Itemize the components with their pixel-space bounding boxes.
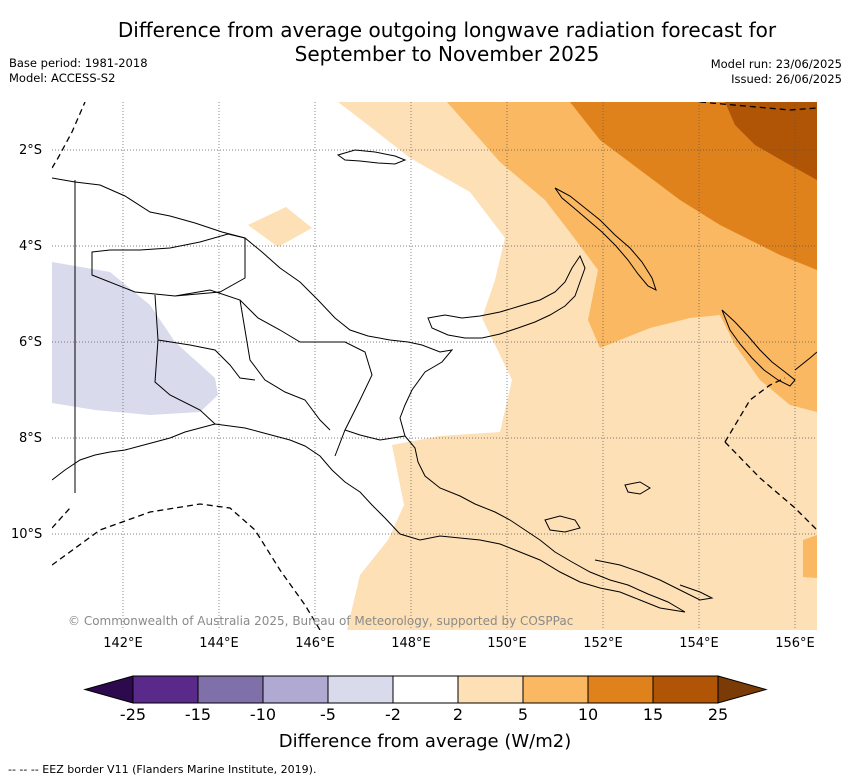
eez-borders [52, 102, 817, 630]
eez-north-east [699, 102, 817, 111]
model-run: Model run: 23/06/2025 [710, 57, 842, 71]
lon-label-154e: 154°E [679, 636, 719, 651]
colorbar-extend-high [717, 675, 768, 704]
map-title: Difference from average outgoing longwav… [0, 18, 850, 66]
colorbar-segment [392, 675, 459, 704]
anomaly-neg5-to-neg2 [52, 262, 218, 415]
eez-east [724, 377, 817, 531]
lat-label-6s: 6°S [19, 335, 43, 350]
colorbar-title: Difference from average (W/m2) [278, 731, 572, 752]
colorbar-label: -10 [249, 705, 277, 724]
colorbar [83, 675, 768, 704]
colorbar-segment [262, 675, 329, 704]
colorbar-label: 5 [517, 705, 529, 724]
colorbar-segment [327, 675, 394, 704]
title-line-1: Difference from average outgoing longwav… [117, 18, 777, 42]
issued-date: Issued: 26/06/2025 [731, 72, 842, 86]
model-info: Base period: 1981-2018 Model: ACCESS-S2 [9, 56, 148, 86]
eez-west-short [52, 507, 71, 529]
run-info: Model run: 23/06/2025 Issued: 26/06/2025 [711, 57, 842, 87]
colorbar-label: -5 [320, 705, 336, 724]
lat-label-8s: 8°S [19, 431, 43, 446]
lat-label-2s: 2°S [19, 143, 43, 158]
lon-label-146e: 146°E [295, 636, 335, 651]
eez-footnote: -- -- -- EEZ border V11 (Flanders Marine… [8, 763, 317, 776]
eez-south-west [52, 503, 321, 630]
provincial-borders [91, 233, 406, 457]
lat-label-4s: 4°S [19, 239, 43, 254]
copyright-notice: © Commonwealth of Australia 2025, Bureau… [68, 614, 574, 628]
colorbar-label: -25 [119, 705, 147, 724]
lon-label-144e: 144°E [199, 636, 239, 651]
colorbar-segment [132, 675, 199, 704]
colorbar-extend-low [83, 675, 134, 704]
colorbar-label: -2 [385, 705, 401, 724]
anomaly-10-to-15-patch [803, 535, 817, 578]
colorbar-segment [587, 675, 654, 704]
coastlines [52, 149, 817, 613]
colorbar-segment [522, 675, 589, 704]
map-area [52, 102, 817, 630]
model-name: Model: ACCESS-S2 [9, 71, 116, 85]
lon-label-148e: 148°E [391, 636, 431, 651]
eez-north-west [52, 102, 86, 169]
gridlines [52, 102, 817, 630]
louisiade-islands-coast [594, 559, 714, 601]
colorbar-label: 10 [577, 705, 599, 724]
title-line-2: September to November 2025 [294, 42, 600, 66]
colorbar-segment [457, 675, 524, 704]
colorbar-segment [197, 675, 264, 704]
lon-label-156e: 156°E [775, 636, 815, 651]
manus-coast [336, 149, 407, 165]
lon-label-152e: 152°E [583, 636, 623, 651]
colorbar-label: 2 [452, 705, 464, 724]
fergusson-coast [544, 515, 581, 533]
new-guinea-coast [52, 177, 686, 613]
colorbar-segment [652, 675, 719, 704]
woodlark-coast [624, 481, 651, 495]
bougainville-coast [721, 309, 796, 387]
colorbar-label: 15 [642, 705, 664, 724]
lon-label-150e: 150°E [487, 636, 527, 651]
anomaly-15-to-25 [725, 102, 817, 180]
new-ireland-coast [554, 187, 657, 291]
colorbar-label: -15 [184, 705, 212, 724]
anomaly-2-to-5-patch [248, 207, 312, 247]
colorbar-label: 25 [707, 705, 729, 724]
base-period: Base period: 1981-2018 [9, 56, 148, 70]
solomon-islands-coast [794, 351, 817, 371]
lat-label-10s: 10°S [11, 527, 43, 542]
new-britain-coast [427, 254, 586, 339]
lon-label-142e: 142°E [103, 636, 143, 651]
borders [74, 180, 406, 493]
